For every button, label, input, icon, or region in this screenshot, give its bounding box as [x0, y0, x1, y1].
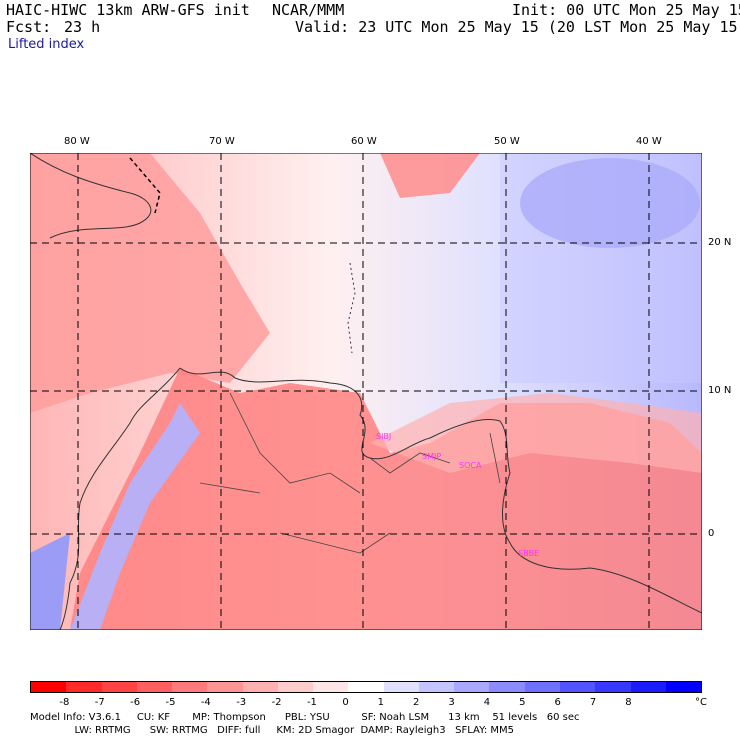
lat-label-10n: 10 N	[708, 385, 732, 396]
colorbar-tick-label: -1	[306, 697, 317, 708]
colorbar-tick-label: -4	[200, 697, 211, 708]
colorbar-swatch	[313, 682, 349, 692]
colorbar-tick-label: -3	[236, 697, 247, 708]
colorbar-swatch	[454, 682, 490, 692]
lesser-antilles-chain	[347, 262, 356, 354]
colorbar-tick-label: 7	[589, 697, 597, 708]
colorbar-unit: °C	[695, 697, 707, 708]
greater-antilles-coastline	[30, 153, 152, 239]
country-borders	[199, 392, 501, 554]
colorbar-tick-label: 4	[483, 697, 491, 708]
station-labels: SIBJ SMJP SOCA SBBE	[376, 432, 539, 558]
colorbar	[30, 681, 702, 693]
colorbar-swatch	[630, 682, 666, 692]
colorbar-tick-label: -2	[271, 697, 282, 708]
station-smjp: SMJP	[422, 452, 441, 461]
model-info-line-1: Model Info: V3.6.1 CU: KF MP: Thompson P…	[30, 712, 580, 723]
south-america-coastline	[179, 367, 702, 614]
colorbar-tick-label: -6	[130, 697, 141, 708]
forecast-label: Fcst:	[6, 18, 52, 36]
valid-time: Valid: 23 UTC Mon 25 May 15 (20 LST Mon …	[295, 18, 740, 36]
colorbar-tick-label: 0	[342, 697, 349, 708]
colorbar-swatch	[559, 682, 596, 692]
colorbar-swatch	[383, 682, 419, 692]
colorbar-swatch	[595, 682, 631, 692]
station-soca: SOCA	[459, 461, 482, 470]
colorbar-swatch	[101, 682, 137, 692]
colorbar-swatch	[665, 682, 702, 692]
stable-area-east	[500, 153, 702, 383]
lifted-index-map: SIBJ SMJP SOCA SBBE	[30, 153, 702, 630]
lat-label-20n: 20 N	[708, 237, 732, 248]
colorbar-swatch	[66, 682, 102, 692]
colorbar-tick-label: -5	[165, 697, 176, 708]
colorbar-swatch	[242, 682, 278, 692]
lon-label-40w: 40 W	[636, 136, 662, 147]
lat-lon-grid	[30, 153, 702, 630]
init-time: Init: 00 UTC Mon 25 May 15	[512, 1, 740, 19]
model-info-line-2: LW: RRTMG SW: RRTMG DIFF: full KM: 2D Sm…	[30, 725, 515, 736]
field-name: Lifted index	[8, 37, 85, 52]
colorbar-tick-label: 3	[448, 697, 455, 708]
colorbar-swatch	[277, 682, 314, 692]
colorbar-tick-label: -7	[94, 697, 105, 708]
guiana-coastal-area	[370, 393, 702, 473]
atlantic-unstable-patch	[380, 153, 480, 198]
colorbar-swatch	[418, 682, 455, 692]
model-title: HAIC-HIWC 13km ARW-GFS init	[6, 1, 250, 19]
colorbar-swatch	[348, 682, 384, 692]
colorbar-tick-label: -8	[59, 697, 70, 708]
colorbar-swatch	[524, 682, 560, 692]
colorbar-tick-label: 1	[377, 697, 385, 708]
station-sibj: SIBJ	[376, 432, 391, 441]
colorbar-tick-label: 8	[625, 697, 632, 708]
colorbar-tick-label: 2	[413, 697, 420, 708]
colorbar-swatch	[489, 682, 525, 692]
org-label: NCAR/MMM	[272, 1, 345, 19]
colorbar-swatch	[172, 682, 208, 692]
andes-stable-band	[70, 403, 200, 630]
colorbar-swatch	[31, 682, 67, 692]
caribbean-unstable-area	[30, 153, 270, 413]
lon-label-80w: 80 W	[64, 136, 90, 147]
forecast-hour: 23 h	[64, 18, 101, 36]
lon-label-60w: 60 W	[351, 136, 377, 147]
colorbar-tick-label: 5	[519, 697, 526, 708]
pacific-stable-area	[30, 533, 70, 630]
station-sbbe: SBBE	[518, 549, 539, 558]
bahamas-outline	[129, 157, 161, 214]
colorbar-swatch	[136, 682, 173, 692]
pacific-coastline	[59, 367, 181, 630]
colorbar-swatch	[207, 682, 243, 692]
colorbar-tick-label: 6	[554, 697, 561, 708]
lon-label-70w: 70 W	[209, 136, 235, 147]
lon-label-50w: 50 W	[494, 136, 520, 147]
lat-label-0: 0	[708, 528, 715, 539]
